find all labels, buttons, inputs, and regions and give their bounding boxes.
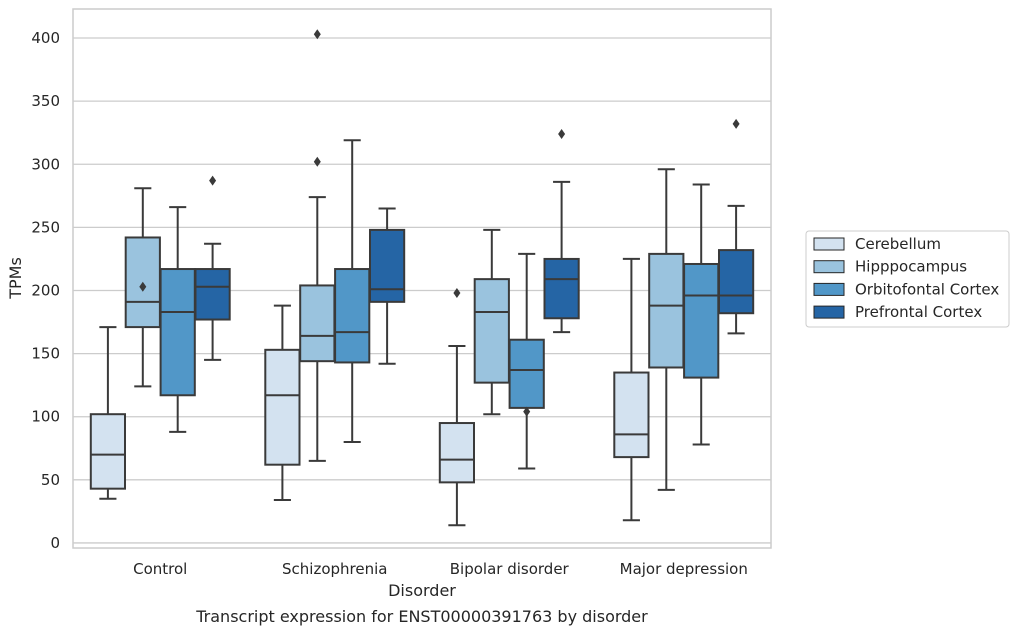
box <box>89 413 127 490</box>
y-axis-ticks: 0 50 100 150 200 250 300 350 400 <box>31 29 60 552</box>
y-tick-label: 50 <box>41 471 60 489</box>
y-tick-label: 200 <box>31 281 60 299</box>
legend-frame <box>805 230 1010 328</box>
plot-area-frame <box>72 8 772 549</box>
box <box>368 228 406 303</box>
box-group <box>334 139 371 443</box>
legend-label: Hipppocampus <box>855 258 967 276</box>
box <box>264 348 301 466</box>
legend-item: Cerebellum <box>813 235 941 253</box>
box <box>683 262 720 379</box>
box-group <box>264 304 301 502</box>
legend-label: Prefrontal Cortex <box>855 303 982 321</box>
box-group <box>194 175 231 361</box>
legend: Cerebellum Hipppocampus Orbitofontal Corte… <box>805 230 1010 328</box>
outlier-point <box>313 29 321 40</box>
box-group <box>124 187 161 388</box>
box-group <box>717 118 755 335</box>
y-tick-label: 400 <box>31 29 60 47</box>
box-group <box>159 206 196 433</box>
outlier-point <box>313 156 321 167</box>
box <box>438 422 476 484</box>
y-axis-label: TPMs <box>6 257 25 300</box>
x-tick-label: Bipolar disorder <box>450 560 570 578</box>
y-tick-label: 100 <box>31 408 60 426</box>
outlier-point <box>558 128 566 139</box>
x-axis-label: Disorder <box>388 581 456 600</box>
x-tick-label: Control <box>133 560 187 578</box>
chart-caption: Transcript expression for ENST0000039176… <box>195 607 648 626</box>
box-group <box>438 288 476 527</box>
x-tick-label: Schizophrenia <box>282 560 387 578</box>
box <box>194 268 231 321</box>
box <box>717 249 755 315</box>
box-group <box>473 228 510 416</box>
box-group <box>613 257 650 522</box>
y-tick-label: 250 <box>31 218 60 236</box>
x-tick-label: Major depression <box>620 560 748 578</box>
box-group <box>89 326 127 500</box>
legend-item: Prefrontal Cortex <box>813 303 982 321</box>
legend-label: Orbitofontal Cortex <box>855 280 999 298</box>
legend-swatch <box>813 282 845 296</box>
legend-item: Hipppocampus <box>813 258 967 276</box>
box-group <box>648 168 685 491</box>
box <box>648 252 685 369</box>
box <box>543 257 580 320</box>
y-tick-label: 0 <box>50 534 60 552</box>
box <box>473 278 510 384</box>
legend-item: Orbitofontal Cortex <box>813 280 999 298</box>
box-group <box>299 29 336 462</box>
box <box>159 268 196 397</box>
box-group <box>683 183 720 446</box>
outlier-point <box>523 406 531 417</box>
outlier-point <box>209 175 217 186</box>
y-tick-label: 150 <box>31 345 60 363</box>
box-group <box>368 207 406 365</box>
legend-swatch <box>813 305 845 319</box>
outlier-point <box>139 281 147 292</box>
box-plot-marks <box>89 29 755 527</box>
y-tick-label: 350 <box>31 92 60 110</box>
box <box>299 284 336 363</box>
box <box>613 371 650 459</box>
legend-label: Cerebellum <box>855 235 941 253</box>
legend-swatch <box>813 260 845 274</box>
box <box>334 268 371 364</box>
y-tick-label: 300 <box>31 155 60 173</box>
outlier-point <box>732 118 740 129</box>
box-group <box>508 252 545 470</box>
outlier-point <box>453 288 461 299</box>
x-axis-ticks: Control Schizophrenia Bipolar disorder Majo… <box>133 560 748 578</box>
box-group <box>543 128 580 334</box>
box <box>508 338 545 409</box>
legend-swatch <box>813 237 845 251</box>
